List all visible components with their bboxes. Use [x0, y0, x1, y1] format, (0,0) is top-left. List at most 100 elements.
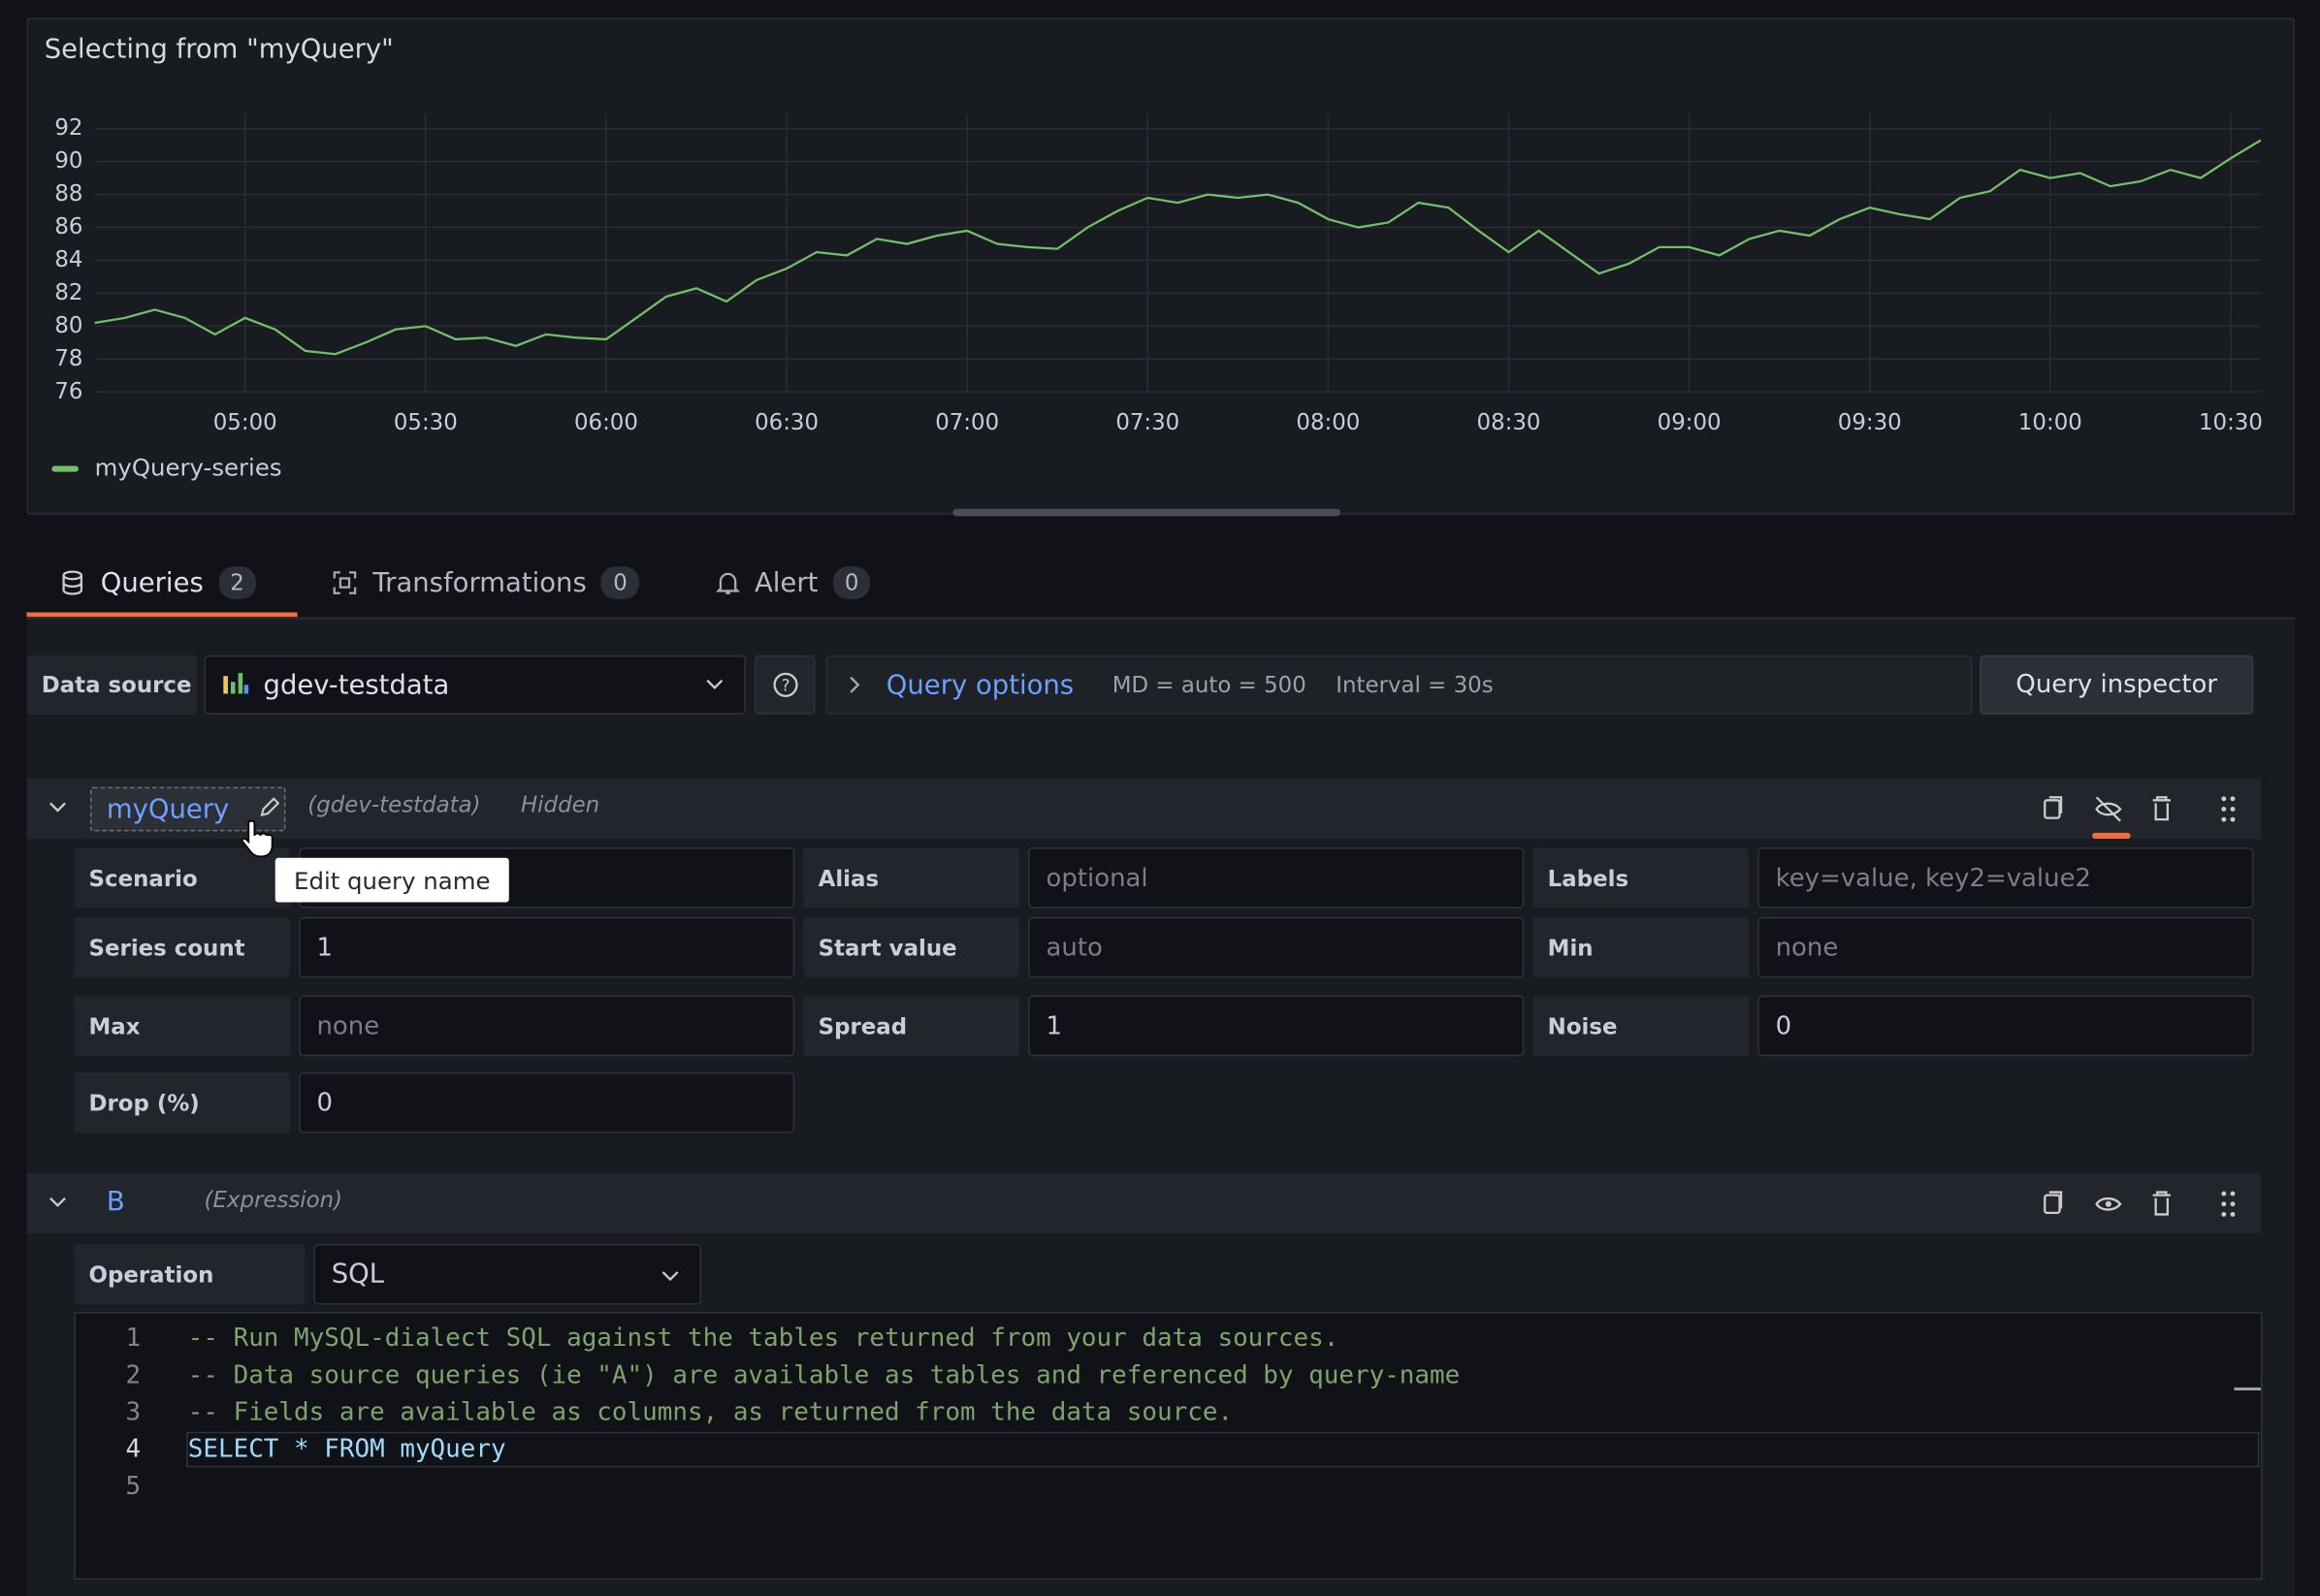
y-tick-label: 86	[54, 214, 82, 239]
query-header	[26, 778, 2261, 839]
field-label: Start value	[803, 916, 1020, 978]
x-tick-label: 07:00	[935, 410, 999, 435]
chevron	[661, 1271, 679, 1282]
query-header	[26, 1172, 2261, 1234]
field-label: Series count	[74, 916, 290, 978]
x-tick-label: 10:00	[2018, 410, 2082, 435]
tab[interactable]: Queries 2	[59, 562, 257, 604]
y-tick-label: 92	[54, 115, 82, 141]
tooltip: Edit query name	[274, 857, 509, 903]
datasource-picker[interactable]: gdev-testdata	[204, 654, 746, 715]
field-label: Scenario	[74, 847, 290, 909]
operation-select[interactable]: SQL	[313, 1243, 702, 1305]
collapse-toggle[interactable]	[48, 800, 66, 814]
icon	[850, 676, 860, 693]
cursor	[241, 819, 274, 858]
x-tick-label: 05:00	[213, 410, 277, 435]
field-input[interactable]: 1	[299, 916, 795, 978]
active-indicator	[2092, 832, 2131, 839]
y-tick-label: 80	[54, 313, 82, 338]
tab-label: Alert	[755, 567, 819, 599]
duplicate-icon[interactable]	[2044, 796, 2063, 819]
query-inspector-button[interactable]: Query inspector	[1980, 654, 2254, 715]
tab-label: Queries	[100, 567, 204, 599]
chart-title: Selecting from "myQuery"	[45, 34, 394, 64]
icon: ?	[772, 672, 797, 697]
code-line: -- Data source queries (ie "A") are avai…	[187, 1360, 1461, 1390]
query-status: Hidden	[520, 791, 600, 818]
x-tick-label: 10:30	[2199, 410, 2263, 435]
query-datasource: (Expression)	[204, 1186, 343, 1213]
show-icon[interactable]	[2095, 1197, 2122, 1211]
chart: Selecting from "myQuery" 76 78 80 82 84 86 88 9…	[45, 34, 2263, 517]
panel	[26, 17, 2296, 515]
interval: Interval = 30s	[1336, 671, 1494, 699]
tab-label: Transformations	[372, 567, 587, 599]
legend-swatch	[51, 465, 79, 472]
code-editor[interactable]	[74, 1312, 2263, 1580]
chevron	[706, 679, 724, 689]
field-input[interactable]: optional	[1028, 847, 1525, 909]
svg-text:?: ?	[781, 675, 789, 694]
query-options[interactable]: Query options MD = auto = 500 Interval =…	[825, 654, 1973, 715]
tab[interactable]: Transformations 0	[332, 562, 639, 604]
tab-count: 2	[218, 566, 257, 599]
help-button[interactable]: ?	[755, 654, 816, 715]
x-tick-label: 08:30	[1477, 410, 1541, 435]
collapse-toggle[interactable]	[48, 1196, 66, 1210]
y-tick-label: 76	[54, 379, 82, 404]
icon	[333, 571, 357, 594]
legend-label: myQuery-series	[95, 454, 282, 482]
edit-icon[interactable]	[257, 796, 280, 819]
scroll-marker	[2234, 1387, 2261, 1390]
field-label: Alias	[803, 847, 1020, 909]
field-input[interactable]: 0	[1757, 995, 2254, 1057]
code-line: -- Run MySQL-dialect SQL against the tab…	[187, 1324, 1339, 1354]
icon	[223, 673, 249, 694]
line-number: 3	[125, 1397, 142, 1428]
field-input[interactable]: 0	[299, 1071, 795, 1133]
tab[interactable]: Alert 0	[716, 562, 871, 604]
active-tab-indicator	[26, 612, 298, 618]
field-input[interactable]: none	[299, 995, 795, 1057]
x-tick-label: 09:00	[1658, 410, 1722, 435]
icon	[62, 570, 83, 595]
operation-value: SQL	[331, 1259, 385, 1291]
query-name[interactable]: myQuery	[90, 786, 286, 832]
delete-icon[interactable]	[2152, 796, 2171, 821]
x-tick-label: 06:30	[755, 410, 819, 435]
y-tick-label: 82	[54, 280, 82, 305]
tab-count: 0	[832, 566, 871, 599]
scrollbar[interactable]	[952, 508, 1341, 517]
x-tick-label: 06:00	[574, 410, 638, 435]
field-input[interactable]: auto	[1028, 916, 1525, 978]
code-line: -- Fields are available as columns, as r…	[187, 1397, 1234, 1428]
field-input[interactable]: key=value, key2=value2	[1757, 847, 2254, 909]
field-label: Max	[74, 995, 290, 1057]
drag-handle[interactable]	[2221, 796, 2236, 822]
field-input[interactable]: none	[1757, 916, 2254, 978]
x-tick-label: 08:00	[1296, 410, 1360, 435]
x-tick-label: 09:30	[1838, 410, 1902, 435]
field-input[interactable]: 1	[1028, 995, 1525, 1057]
hide-icon[interactable]	[2095, 796, 2122, 822]
query-actions	[2044, 1191, 2236, 1217]
field-label: Min	[1532, 916, 1750, 978]
tab-count: 0	[601, 566, 639, 599]
y-tick-label: 78	[54, 346, 82, 371]
current-line	[186, 1431, 2260, 1468]
line-number: 5	[125, 1471, 142, 1502]
query-name[interactable]: B	[106, 1186, 125, 1218]
duplicate-icon[interactable]	[2044, 1191, 2063, 1215]
query-datasource: (gdev-testdata)	[307, 791, 481, 818]
line-number: 2	[125, 1360, 142, 1390]
tab-border	[26, 617, 2296, 621]
drag-handle[interactable]	[2221, 1191, 2236, 1217]
icon	[716, 572, 740, 594]
field-label: Noise	[1532, 995, 1750, 1057]
y-tick-label: 84	[54, 247, 82, 272]
field-label: Spread	[803, 995, 1020, 1057]
delete-icon[interactable]	[2152, 1191, 2171, 1216]
